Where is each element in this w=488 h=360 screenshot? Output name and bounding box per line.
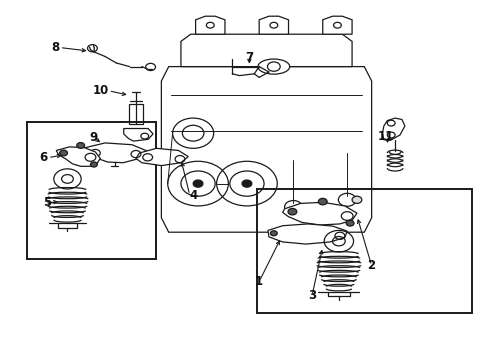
Circle shape xyxy=(351,196,361,203)
Polygon shape xyxy=(181,34,351,67)
Ellipse shape xyxy=(258,59,289,74)
Polygon shape xyxy=(259,16,288,34)
Circle shape xyxy=(270,231,277,236)
Polygon shape xyxy=(322,16,351,34)
Polygon shape xyxy=(136,148,188,166)
Text: 6: 6 xyxy=(40,151,48,164)
Circle shape xyxy=(193,180,203,187)
Text: 9: 9 xyxy=(90,131,98,144)
Circle shape xyxy=(77,143,84,148)
Text: 2: 2 xyxy=(367,259,375,272)
Text: 10: 10 xyxy=(92,84,108,97)
Text: 3: 3 xyxy=(307,289,315,302)
Circle shape xyxy=(60,150,67,156)
Polygon shape xyxy=(282,202,356,225)
Polygon shape xyxy=(56,147,100,166)
Circle shape xyxy=(287,208,296,215)
Bar xyxy=(27,122,156,259)
Bar xyxy=(256,189,471,313)
Polygon shape xyxy=(267,224,346,244)
Text: 5: 5 xyxy=(43,196,51,209)
Text: 11: 11 xyxy=(377,130,394,143)
Text: 1: 1 xyxy=(255,275,263,288)
Polygon shape xyxy=(85,143,146,163)
Circle shape xyxy=(242,180,251,187)
Circle shape xyxy=(346,220,353,226)
Polygon shape xyxy=(161,67,371,232)
Circle shape xyxy=(90,162,97,167)
Text: 4: 4 xyxy=(189,189,198,202)
Polygon shape xyxy=(382,118,404,140)
Bar xyxy=(128,104,143,124)
Polygon shape xyxy=(195,16,224,34)
Text: 7: 7 xyxy=(245,51,253,64)
Text: 8: 8 xyxy=(51,41,60,54)
Circle shape xyxy=(318,198,326,205)
Circle shape xyxy=(307,214,317,221)
Polygon shape xyxy=(123,129,153,141)
Circle shape xyxy=(332,207,342,214)
